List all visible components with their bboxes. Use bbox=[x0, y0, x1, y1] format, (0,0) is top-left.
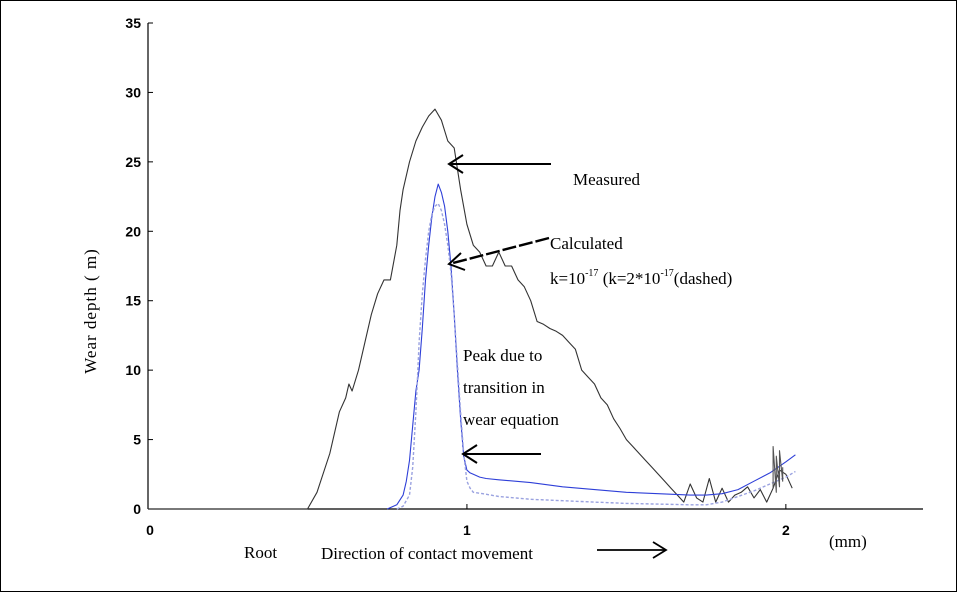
arrow-peak bbox=[461, 444, 541, 464]
arrow-measured bbox=[447, 154, 551, 174]
x-ticks: 0 1 2 bbox=[146, 504, 790, 538]
y-tick-label: 0 bbox=[133, 501, 141, 517]
y-tick-label: 5 bbox=[133, 432, 141, 448]
annotation-calculated: Calculated bbox=[550, 234, 623, 253]
k-alt-exponent: -17 bbox=[660, 268, 673, 279]
x-tick-label: 1 bbox=[463, 522, 471, 538]
k-exponent: -17 bbox=[585, 268, 598, 279]
annotation-k-values: k=10-17 (k=2*10-17(dashed) bbox=[550, 268, 732, 288]
y-tick-label: 35 bbox=[125, 15, 141, 31]
arrow-calculated bbox=[447, 236, 550, 271]
annotation-peak-line-2: transition in bbox=[463, 378, 545, 397]
annotation-peak-line-1: Peak due to bbox=[463, 346, 542, 365]
annotation-root: Root bbox=[244, 543, 277, 562]
annotation-peak-line-3: wear equation bbox=[463, 410, 559, 429]
series-line-3 bbox=[772, 445, 784, 493]
annotation-measured: Measured bbox=[573, 170, 641, 189]
x-tick-label: 0 bbox=[146, 522, 154, 538]
y-axis-label: Wear depth ( m) bbox=[81, 248, 100, 374]
series-line-1 bbox=[386, 183, 796, 510]
y-tick-label: 15 bbox=[125, 293, 141, 309]
series-group bbox=[148, 108, 796, 510]
series-line-2 bbox=[396, 202, 796, 510]
x-unit-label: (mm) bbox=[829, 532, 867, 551]
y-tick-label: 20 bbox=[125, 223, 141, 239]
y-tick-label: 30 bbox=[125, 84, 141, 100]
y-tick-label: 10 bbox=[125, 362, 141, 378]
annotation-direction: Direction of contact movement bbox=[321, 544, 533, 563]
series-line-0 bbox=[148, 108, 793, 510]
k-alt-label: (k=2*10 bbox=[598, 269, 660, 288]
x-tick-label: 2 bbox=[782, 522, 790, 538]
y-ticks: 0 5 10 15 20 25 30 35 bbox=[125, 15, 153, 517]
y-tick-label: 25 bbox=[125, 154, 141, 170]
k-dashed-label: (dashed) bbox=[674, 269, 733, 288]
arrow-direction bbox=[597, 541, 668, 559]
k-main-label: k=10 bbox=[550, 269, 585, 288]
